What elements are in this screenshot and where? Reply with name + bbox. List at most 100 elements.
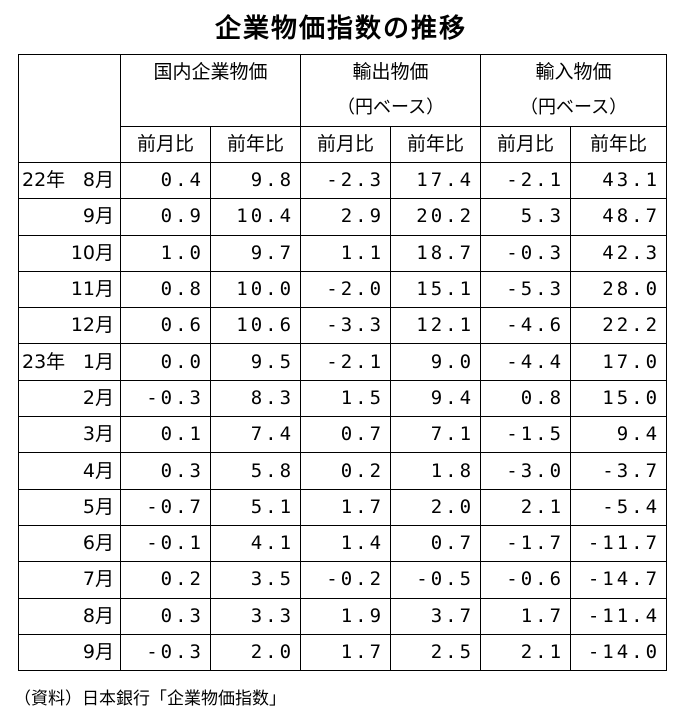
cell-import-mom: 2.1 <box>480 633 572 672</box>
row-label: 23年 1月 <box>18 343 121 381</box>
table-row: 3月 0.1 7.4 0.7 7.1 -1.5 9.4 <box>18 416 668 454</box>
cell-export-mom: -2.1 <box>300 343 392 381</box>
cell-export-yoy: 0.7 <box>390 524 482 563</box>
table-row: 10月 1.0 9.7 1.1 18.7 -0.3 42.3 <box>18 234 668 272</box>
cell-domestic-mom: 0.0 <box>120 343 211 381</box>
cell-domestic-yoy: 7.4 <box>209 416 302 454</box>
cell-domestic-mom: 0.3 <box>120 452 211 490</box>
cell-import-mom: 2.1 <box>480 488 572 526</box>
cell-domestic-mom: 0.1 <box>120 416 211 454</box>
row-label: 22年 8月 <box>18 161 121 200</box>
cell-domestic-yoy: 4.1 <box>209 524 302 563</box>
cell-export-yoy: 17.4 <box>390 161 482 200</box>
cell-export-mom: 2.9 <box>300 198 392 236</box>
cell-import-yoy: 15.0 <box>570 379 668 418</box>
table-row: 6月 -0.1 4.1 1.4 0.7 -1.7 -11.7 <box>18 524 668 563</box>
source-note: （資料）日本銀行「企業物価指数」 <box>14 689 286 709</box>
cell-domestic-yoy: 8.3 <box>209 379 302 418</box>
cell-domestic-mom: -0.3 <box>120 633 211 672</box>
row-month: 1月 <box>82 350 114 373</box>
row-label: 7月 <box>18 561 121 599</box>
cell-domestic-mom: 0.4 <box>120 161 211 200</box>
price-index-table: 国内企業物価 輸出物価 輸入物価 （円ベース） （円ベース） 前月比 前年比 前… <box>18 54 668 672</box>
cell-export-yoy: 2.5 <box>390 633 482 672</box>
row-month: 3月 <box>82 423 114 446</box>
cell-domestic-yoy: 3.3 <box>209 597 302 635</box>
header-export: 輸出物価 <box>300 54 482 91</box>
header-domestic: 国内企業物価 <box>119 54 302 127</box>
table-row: 5月 -0.7 5.1 1.7 2.0 2.1 -5.4 <box>18 488 668 526</box>
cell-domestic-yoy: 10.4 <box>209 198 302 236</box>
cell-import-mom: 5.3 <box>480 198 572 236</box>
header-import-yoy: 前年比 <box>570 126 668 163</box>
header-import-basis: （円ベース） <box>480 90 668 127</box>
cell-domestic-mom: -0.3 <box>120 379 211 418</box>
cell-export-mom: -3.3 <box>300 307 392 345</box>
header-export-mom: 前月比 <box>300 126 392 163</box>
row-label: 4月 <box>18 452 121 490</box>
cell-export-yoy: 3.7 <box>390 597 482 635</box>
cell-import-yoy: 9.4 <box>570 416 668 454</box>
cell-import-yoy: -3.7 <box>570 452 668 490</box>
cell-export-yoy: 9.4 <box>390 379 482 418</box>
header-import: 輸入物価 <box>480 54 668 91</box>
table-row: 12月 0.6 10.6 -3.3 12.1 -4.6 22.2 <box>18 307 668 345</box>
cell-export-yoy: 12.1 <box>390 307 482 345</box>
header-import-mom: 前月比 <box>480 126 572 163</box>
cell-export-mom: -0.2 <box>300 561 392 599</box>
cell-import-yoy: 22.2 <box>570 307 668 345</box>
row-month: 9月 <box>82 205 114 228</box>
cell-import-yoy: 42.3 <box>570 234 668 272</box>
cell-import-mom: -4.6 <box>480 307 572 345</box>
cell-export-yoy: 9.0 <box>390 343 482 381</box>
cell-import-mom: -3.0 <box>480 452 572 490</box>
cell-import-mom: -5.3 <box>480 270 572 309</box>
row-month: 8月 <box>82 604 114 627</box>
cell-import-mom: 0.8 <box>480 379 572 418</box>
cell-domestic-mom: 0.6 <box>120 307 211 345</box>
cell-export-mom: 1.1 <box>300 234 392 272</box>
table-row: 23年 1月 0.0 9.5 -2.1 9.0 -4.4 17.0 <box>18 343 668 381</box>
row-label: 3月 <box>18 416 121 454</box>
row-month: 8月 <box>82 169 114 192</box>
row-label: 10月 <box>18 234 121 272</box>
cell-export-mom: -2.3 <box>300 161 392 200</box>
table-row: 11月 0.8 10.0 -2.0 15.1 -5.3 28.0 <box>18 270 668 309</box>
row-label: 6月 <box>18 524 121 563</box>
cell-domestic-yoy: 9.7 <box>209 234 302 272</box>
cell-import-mom: 1.7 <box>480 597 572 635</box>
cell-import-yoy: 48.7 <box>570 198 668 236</box>
cell-import-mom: -0.6 <box>480 561 572 599</box>
row-month: 4月 <box>82 459 114 482</box>
header-export-basis: （円ベース） <box>300 90 482 127</box>
row-label: 8月 <box>18 597 121 635</box>
cell-domestic-yoy: 2.0 <box>209 633 302 672</box>
row-label: 12月 <box>18 307 121 345</box>
cell-import-yoy: 28.0 <box>570 270 668 309</box>
cell-domestic-yoy: 9.5 <box>209 343 302 381</box>
cell-export-mom: 1.7 <box>300 633 392 672</box>
cell-export-mom: 1.5 <box>300 379 392 418</box>
cell-import-yoy: 17.0 <box>570 343 668 381</box>
cell-import-mom: -4.4 <box>480 343 572 381</box>
cell-export-yoy: 18.7 <box>390 234 482 272</box>
cell-import-yoy: -5.4 <box>570 488 668 526</box>
cell-export-mom: 1.9 <box>300 597 392 635</box>
row-month: 9月 <box>82 641 114 663</box>
cell-domestic-mom: 0.3 <box>120 597 211 635</box>
row-month: 2月 <box>82 386 114 409</box>
page-title: 企業物価指数の推移 <box>214 14 467 44</box>
cell-import-yoy: -11.7 <box>570 524 668 563</box>
cell-domestic-mom: 0.9 <box>120 198 211 236</box>
cell-export-yoy: 2.0 <box>390 488 482 526</box>
cell-domestic-yoy: 3.5 <box>209 561 302 599</box>
row-label: 9月 <box>18 633 121 672</box>
row-label: 11月 <box>18 270 121 309</box>
row-month: 5月 <box>82 495 114 518</box>
cell-import-yoy: -14.0 <box>570 633 668 672</box>
table-row: 2月 -0.3 8.3 1.5 9.4 0.8 15.0 <box>18 379 668 418</box>
cell-export-mom: 0.7 <box>300 416 392 454</box>
cell-domestic-yoy: 10.6 <box>209 307 302 345</box>
cell-import-yoy: -14.7 <box>570 561 668 599</box>
cell-export-mom: 1.7 <box>300 488 392 526</box>
